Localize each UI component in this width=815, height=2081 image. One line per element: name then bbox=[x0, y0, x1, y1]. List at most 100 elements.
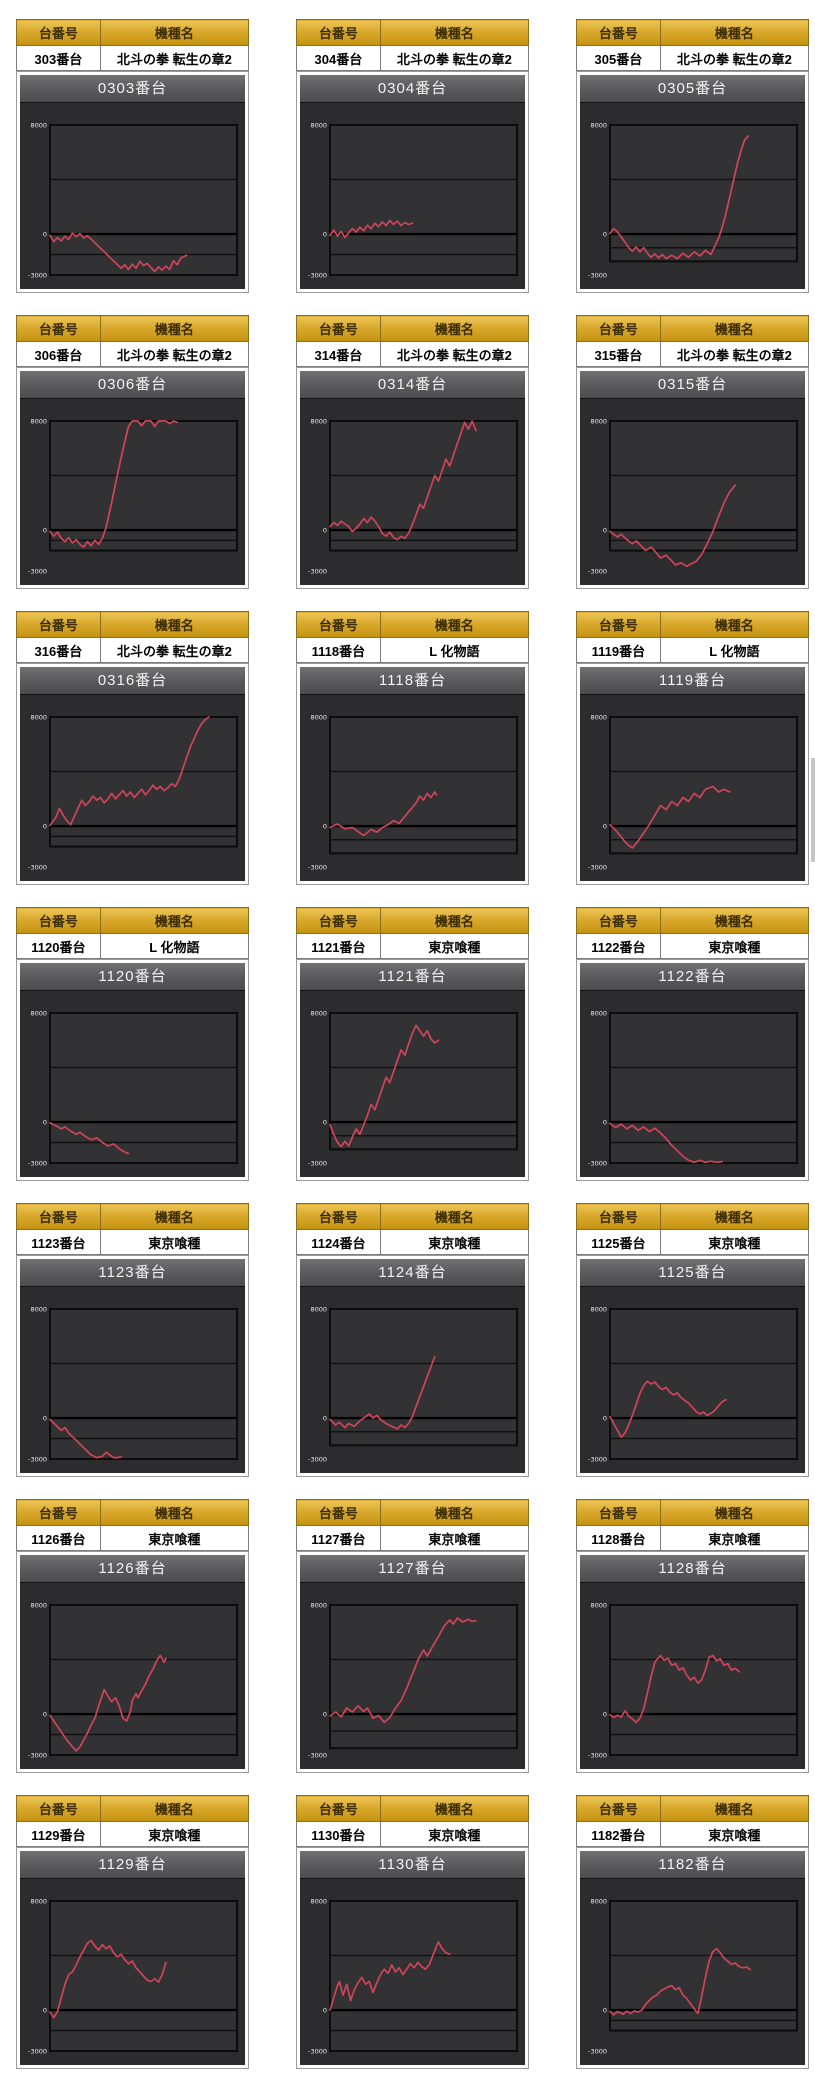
graph-panel-frame: 1118番台 8000 0 -3000 bbox=[296, 663, 529, 885]
y-axis-label-0: 0 bbox=[43, 526, 47, 534]
scrollbar-thumb[interactable] bbox=[811, 758, 815, 862]
machine-card[interactable]: 台番号 機種名 1127番台 東京喰種 1127番台 8000 0 -3000 bbox=[296, 1499, 530, 1773]
graph-panel: 0304番台 8000 0 -3000 bbox=[300, 75, 525, 289]
col-header-model-name: 機種名 bbox=[99, 611, 250, 638]
y-axis-label-0: 0 bbox=[603, 1414, 607, 1422]
model-name-cell: 北斗の拳 転生の章2 bbox=[659, 45, 810, 71]
graph-panel: 1120番台 8000 0 -3000 bbox=[20, 963, 245, 1177]
machine-info-table: 台番号 機種名 1127番台 東京喰種 bbox=[296, 1499, 530, 1551]
col-header-machine-number: 台番号 bbox=[576, 1203, 661, 1230]
graph-panel: 1182番台 8000 0 -3000 bbox=[580, 1851, 805, 2065]
graph-panel: 0305番台 8000 0 -3000 bbox=[580, 75, 805, 289]
slump-line bbox=[329, 1617, 477, 1724]
machine-card[interactable]: 台番号 機種名 1182番台 東京喰種 1182番台 8000 0 -3000 bbox=[576, 1795, 810, 2069]
y-axis-label-0: 0 bbox=[43, 1414, 47, 1422]
col-header-model-name: 機種名 bbox=[659, 611, 810, 638]
col-header-machine-number: 台番号 bbox=[296, 315, 381, 342]
y-axis-label-minus3000: -3000 bbox=[308, 1455, 327, 1463]
model-name-cell: 北斗の拳 転生の章2 bbox=[99, 45, 250, 71]
machine-card[interactable]: 台番号 機種名 1129番台 東京喰種 1129番台 8000 0 -3000 bbox=[16, 1795, 250, 2069]
machine-info-table: 台番号 機種名 304番台 北斗の拳 転生の章2 bbox=[296, 19, 530, 71]
graph-panel-title: 0304番台 bbox=[300, 75, 525, 103]
machine-number-cell: 1121番台 bbox=[296, 933, 381, 959]
machine-number-cell: 1123番台 bbox=[16, 1229, 101, 1255]
slump-line bbox=[609, 484, 737, 568]
model-name-cell: 東京喰種 bbox=[379, 1229, 530, 1255]
slump-line bbox=[329, 1941, 451, 2011]
col-header-model-name: 機種名 bbox=[659, 1499, 810, 1526]
model-name-cell: 東京喰種 bbox=[659, 1229, 810, 1255]
machine-card[interactable]: 台番号 機種名 1123番台 東京喰種 1123番台 8000 0 -3000 bbox=[16, 1203, 250, 1477]
y-axis-label-minus3000: -3000 bbox=[588, 1455, 607, 1463]
machine-card[interactable]: 台番号 機種名 1128番台 東京喰種 1128番台 8000 0 -3000 bbox=[576, 1499, 810, 1773]
graph-panel-frame: 1122番台 8000 0 -3000 bbox=[576, 959, 809, 1181]
col-header-machine-number: 台番号 bbox=[16, 315, 101, 342]
machine-card[interactable]: 台番号 機種名 303番台 北斗の拳 転生の章2 0303番台 8000 0 -30… bbox=[16, 19, 250, 293]
col-header-model-name: 機種名 bbox=[379, 611, 530, 638]
y-axis-label-minus3000: -3000 bbox=[308, 567, 327, 575]
plot-area bbox=[329, 716, 518, 855]
slump-line bbox=[49, 1939, 167, 2019]
machine-card[interactable]: 台番号 機種名 1126番台 東京喰種 1126番台 8000 0 -3000 bbox=[16, 1499, 250, 1773]
machine-card[interactable]: 台番号 機種名 306番台 北斗の拳 転生の章2 0306番台 8000 0 -30… bbox=[16, 315, 250, 589]
slump-graph: 8000 0 -3000 bbox=[300, 1879, 525, 2065]
machine-card[interactable]: 台番号 機種名 305番台 北斗の拳 転生の章2 0305番台 8000 0 -30… bbox=[576, 19, 810, 293]
graph-panel-title: 1129番台 bbox=[20, 1851, 245, 1879]
machine-number-cell: 1130番台 bbox=[296, 1821, 381, 1847]
model-name-cell: 北斗の拳 転生の章2 bbox=[99, 637, 250, 663]
machine-info-table: 台番号 機種名 1118番台 L 化物語 bbox=[296, 611, 530, 663]
graph-panel-title: 1182番台 bbox=[580, 1851, 805, 1879]
y-axis-label-8000: 8000 bbox=[30, 121, 47, 129]
y-axis-label-0: 0 bbox=[323, 526, 327, 534]
col-header-model-name: 機種名 bbox=[99, 1795, 250, 1822]
machine-card[interactable]: 台番号 機種名 1122番台 東京喰種 1122番台 8000 0 -3000 bbox=[576, 907, 810, 1181]
y-axis-label-8000: 8000 bbox=[310, 1009, 327, 1017]
col-header-machine-number: 台番号 bbox=[16, 1795, 101, 1822]
machine-number-cell: 1119番台 bbox=[576, 637, 661, 663]
graph-panel-frame: 1129番台 8000 0 -3000 bbox=[16, 1847, 249, 2069]
machine-number-cell: 303番台 bbox=[16, 45, 101, 71]
machine-card[interactable]: 台番号 機種名 1119番台 L 化物語 1119番台 8000 0 -3000 bbox=[576, 611, 810, 885]
machine-card[interactable]: 台番号 機種名 314番台 北斗の拳 転生の章2 0314番台 8000 0 -30… bbox=[296, 315, 530, 589]
machine-card[interactable]: 台番号 機種名 304番台 北斗の拳 転生の章2 0304番台 8000 0 -30… bbox=[296, 19, 530, 293]
machine-info-table: 台番号 機種名 1129番台 東京喰種 bbox=[16, 1795, 250, 1847]
machine-number-cell: 1127番台 bbox=[296, 1525, 381, 1551]
machine-card[interactable]: 台番号 機種名 1124番台 東京喰種 1124番台 8000 0 -3000 bbox=[296, 1203, 530, 1477]
machine-number-cell: 305番台 bbox=[576, 45, 661, 71]
graph-panel: 0315番台 8000 0 -3000 bbox=[580, 371, 805, 585]
graph-panel-frame: 1182番台 8000 0 -3000 bbox=[576, 1847, 809, 2069]
plot-area bbox=[329, 1012, 518, 1151]
y-axis-label-0: 0 bbox=[603, 822, 607, 830]
machine-card[interactable]: 台番号 機種名 1120番台 L 化物語 1120番台 8000 0 -3000 bbox=[16, 907, 250, 1181]
slump-line bbox=[609, 1654, 740, 1724]
plot-area bbox=[609, 716, 798, 855]
slump-graph: 8000 0 -3000 bbox=[300, 1583, 525, 1769]
col-header-machine-number: 台番号 bbox=[576, 1795, 661, 1822]
y-axis-label-0: 0 bbox=[323, 1710, 327, 1718]
machine-card[interactable]: 台番号 機種名 1118番台 L 化物語 1118番台 8000 0 -3000 bbox=[296, 611, 530, 885]
machine-card[interactable]: 台番号 機種名 1121番台 東京喰種 1121番台 8000 0 -3000 bbox=[296, 907, 530, 1181]
graph-panel-title: 1119番台 bbox=[580, 667, 805, 695]
machine-card[interactable]: 台番号 機種名 1125番台 東京喰種 1125番台 8000 0 -3000 bbox=[576, 1203, 810, 1477]
machine-info-table: 台番号 機種名 1120番台 L 化物語 bbox=[16, 907, 250, 959]
plot-area bbox=[49, 1012, 238, 1164]
y-axis-label-minus3000: -3000 bbox=[308, 1751, 327, 1759]
slump-line bbox=[609, 1122, 724, 1164]
slump-graph: 8000 0 -3000 bbox=[20, 695, 245, 881]
slump-line bbox=[49, 716, 210, 827]
machine-card[interactable]: 台番号 機種名 1130番台 東京喰種 1130番台 8000 0 -3000 bbox=[296, 1795, 530, 2069]
machine-info-table: 台番号 機種名 305番台 北斗の拳 転生の章2 bbox=[576, 19, 810, 71]
y-axis-label-8000: 8000 bbox=[590, 1897, 607, 1905]
col-header-model-name: 機種名 bbox=[379, 1795, 530, 1822]
col-header-machine-number: 台番号 bbox=[16, 1203, 101, 1230]
col-header-machine-number: 台番号 bbox=[16, 1499, 101, 1526]
machine-card[interactable]: 台番号 機種名 315番台 北斗の拳 転生の章2 0315番台 8000 0 -30… bbox=[576, 315, 810, 589]
machine-card[interactable]: 台番号 機種名 316番台 北斗の拳 転生の章2 0316番台 8000 0 -30… bbox=[16, 611, 250, 885]
slump-graph: 8000 0 -3000 bbox=[20, 399, 245, 585]
col-header-machine-number: 台番号 bbox=[576, 611, 661, 638]
slump-graph: 8000 0 -3000 bbox=[300, 1287, 525, 1473]
model-name-cell: 北斗の拳 転生の章2 bbox=[379, 341, 530, 367]
graph-panel-title: 0303番台 bbox=[20, 75, 245, 103]
col-header-machine-number: 台番号 bbox=[16, 907, 101, 934]
graph-panel-frame: 1119番台 8000 0 -3000 bbox=[576, 663, 809, 885]
